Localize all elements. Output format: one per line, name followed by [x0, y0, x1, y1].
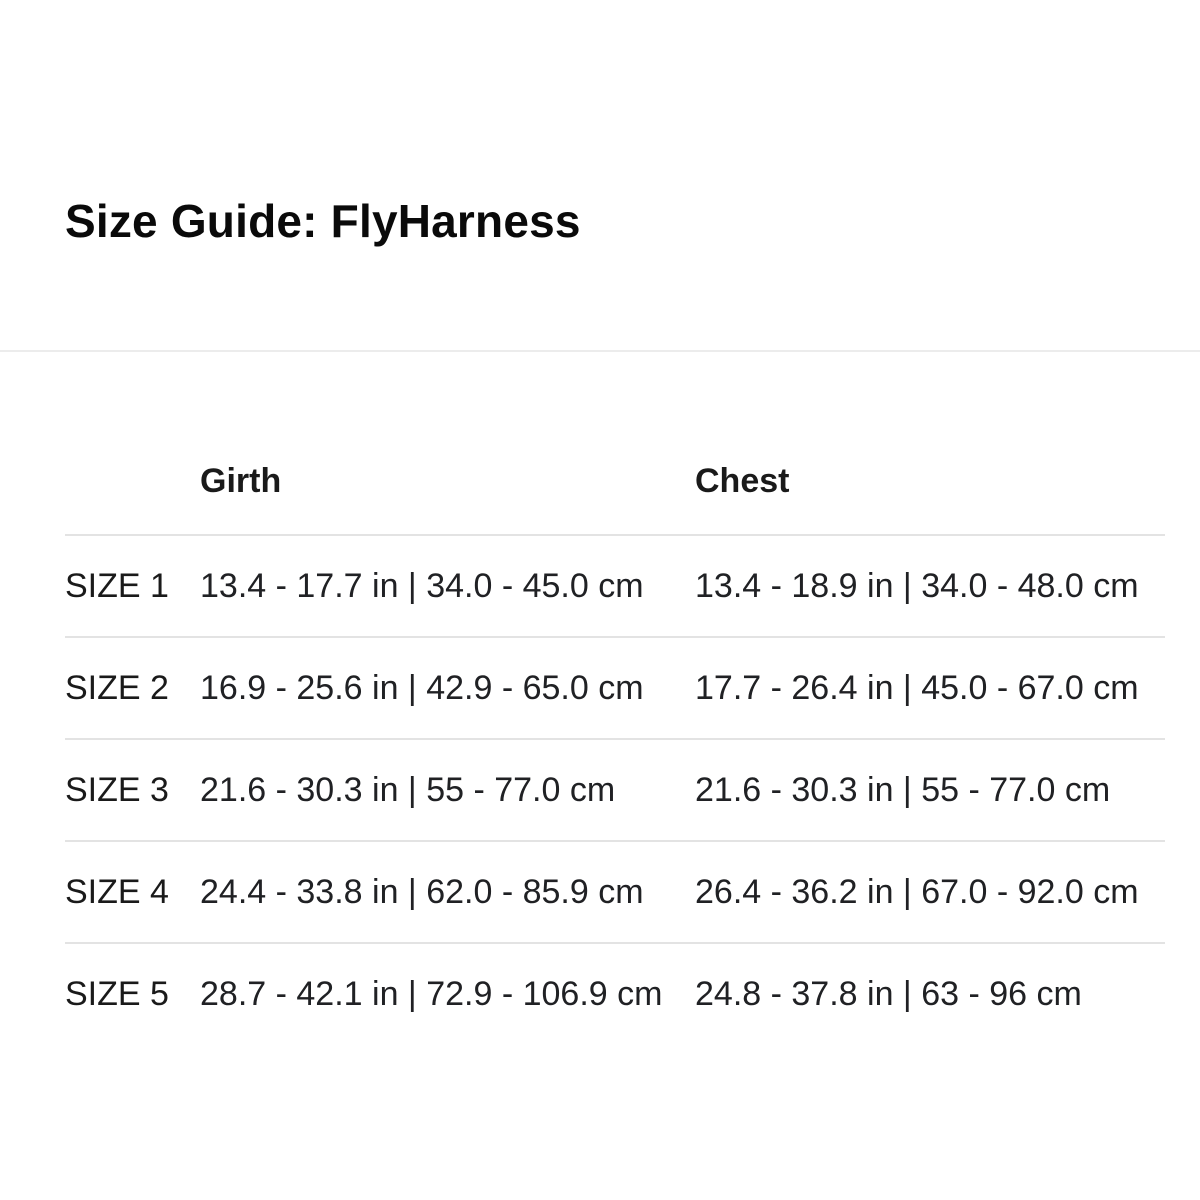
row-chest-value: 24.8 - 37.8 in | 63 - 96 cm — [695, 974, 1082, 1013]
row-chest-value: 21.6 - 30.3 in | 55 - 77.0 cm — [695, 770, 1111, 809]
size-guide-page: Size Guide: FlyHarness Girth Chest SIZE … — [0, 195, 1200, 1044]
row-size-label: SIZE 3 — [65, 770, 169, 809]
column-header-chest: Chest — [695, 462, 790, 501]
page-title: Size Guide: FlyHarness — [65, 195, 581, 247]
size-table: Girth Chest SIZE 1 13.4 - 17.7 in | 34.0… — [65, 429, 1165, 1044]
column-header-girth: Girth — [200, 462, 282, 501]
table-row-size-5: SIZE 5 28.7 - 42.1 in | 72.9 - 106.9 cm … — [65, 944, 1165, 1044]
row-size-label: SIZE 1 — [65, 566, 169, 605]
table-header-row: Girth Chest — [65, 429, 1165, 537]
row-size-label: SIZE 2 — [65, 668, 169, 707]
row-girth-value: 28.7 - 42.1 in | 72.9 - 106.9 cm — [200, 974, 663, 1013]
row-size-label: SIZE 5 — [65, 974, 169, 1013]
row-chest-value: 26.4 - 36.2 in | 67.0 - 92.0 cm — [695, 872, 1139, 911]
row-girth-value: 16.9 - 25.6 in | 42.9 - 65.0 cm — [200, 668, 644, 707]
table-row-size-3: SIZE 3 21.6 - 30.3 in | 55 - 77.0 cm 21.… — [65, 740, 1165, 843]
row-chest-value: 17.7 - 26.4 in | 45.0 - 67.0 cm — [695, 668, 1139, 707]
table-row-size-2: SIZE 2 16.9 - 25.6 in | 42.9 - 65.0 cm 1… — [65, 638, 1165, 741]
row-girth-value: 24.4 - 33.8 in | 62.0 - 85.9 cm — [200, 872, 644, 911]
table-row-size-1: SIZE 1 13.4 - 17.7 in | 34.0 - 45.0 cm 1… — [65, 536, 1165, 639]
section-divider — [0, 350, 1200, 353]
row-size-label: SIZE 4 — [65, 872, 169, 911]
row-chest-value: 13.4 - 18.9 in | 34.0 - 48.0 cm — [695, 566, 1139, 605]
row-girth-value: 13.4 - 17.7 in | 34.0 - 45.0 cm — [200, 566, 644, 605]
row-girth-value: 21.6 - 30.3 in | 55 - 77.0 cm — [200, 770, 616, 809]
table-row-size-4: SIZE 4 24.4 - 33.8 in | 62.0 - 85.9 cm 2… — [65, 842, 1165, 945]
